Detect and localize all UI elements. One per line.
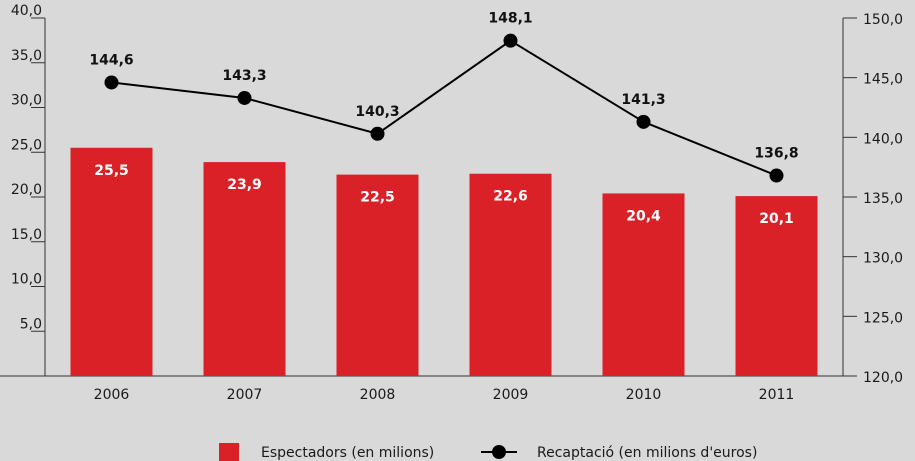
left-axis-tick-label: 5,0 bbox=[20, 316, 42, 332]
line-point bbox=[237, 90, 252, 105]
x-axis-tick-label: 2010 bbox=[626, 387, 662, 403]
line-data-label: 141,3 bbox=[621, 92, 665, 108]
right-axis-tick-label: 125,0 bbox=[863, 310, 903, 326]
line-path bbox=[111, 39, 777, 177]
line-data-label: 148,1 bbox=[488, 11, 532, 27]
bar bbox=[735, 196, 818, 376]
line-series: 144,6 143,3 140,3 148,1 141,3 136,8 bbox=[89, 11, 799, 183]
bar bbox=[469, 173, 552, 376]
legend-bar-label: Espectadors (en milions) bbox=[261, 445, 434, 461]
legend: Espectadors (en milions) Recaptació (en … bbox=[219, 443, 757, 461]
line-point bbox=[503, 33, 518, 48]
left-axis-tick-label: 20,0 bbox=[11, 182, 42, 198]
left-axis-tick-label: 10,0 bbox=[11, 272, 42, 288]
bar-data-label: 22,5 bbox=[360, 190, 395, 206]
right-axis-tick-label: 130,0 bbox=[863, 251, 903, 267]
bar-data-label: 20,4 bbox=[626, 208, 661, 224]
left-axis: 5,0 10,0 15,0 20,0 25,0 30,0 35,0 40,0 bbox=[11, 3, 46, 376]
right-axis-tick-label: 135,0 bbox=[863, 191, 903, 207]
legend-line-label: Recaptació (en milions d'euros) bbox=[537, 445, 757, 461]
x-axis-tick-label: 2008 bbox=[360, 387, 396, 403]
bar-data-label: 22,6 bbox=[493, 189, 528, 205]
line-data-label: 143,3 bbox=[222, 68, 266, 84]
line-point bbox=[636, 114, 651, 129]
bar bbox=[602, 193, 685, 376]
bar bbox=[336, 174, 419, 376]
x-axis: 2006 2007 2008 2009 2010 2011 bbox=[0, 375, 843, 403]
x-axis-tick-label: 2006 bbox=[94, 387, 130, 403]
bar bbox=[70, 147, 153, 376]
line-data-label: 144,6 bbox=[89, 52, 133, 68]
right-axis-tick-label: 120,0 bbox=[863, 370, 903, 386]
legend-bar-swatch bbox=[219, 443, 239, 461]
left-axis-tick-label: 40,0 bbox=[11, 3, 42, 19]
line-point bbox=[104, 75, 119, 90]
left-axis-tick-label: 30,0 bbox=[11, 93, 42, 109]
legend-line-marker bbox=[492, 445, 506, 459]
bar-series: 25,5 23,9 22,5 22,6 20,4 20,1 bbox=[70, 147, 818, 376]
bar-data-label: 25,5 bbox=[94, 163, 129, 179]
line-data-label: 136,8 bbox=[754, 146, 798, 162]
right-axis-tick-label: 145,0 bbox=[863, 72, 903, 88]
bar-data-label: 23,9 bbox=[227, 177, 262, 193]
x-axis-tick-label: 2009 bbox=[493, 387, 529, 403]
left-axis-tick-label: 35,0 bbox=[11, 48, 42, 64]
right-axis-tick-label: 150,0 bbox=[863, 12, 903, 28]
left-axis-tick-label: 15,0 bbox=[11, 227, 42, 243]
x-axis-tick-label: 2011 bbox=[759, 387, 795, 403]
bar-data-label: 20,1 bbox=[759, 211, 794, 227]
left-axis-tick-label: 25,0 bbox=[11, 137, 42, 153]
right-axis: 120,0 125,0 130,0 135,0 140,0 145,0 150,0 bbox=[842, 12, 903, 386]
bar bbox=[203, 162, 286, 376]
line-point bbox=[370, 126, 385, 141]
right-axis-tick-label: 140,0 bbox=[863, 131, 903, 147]
line-point bbox=[769, 168, 784, 183]
x-axis-tick-label: 2007 bbox=[227, 387, 263, 403]
line-data-label: 140,3 bbox=[355, 104, 399, 120]
